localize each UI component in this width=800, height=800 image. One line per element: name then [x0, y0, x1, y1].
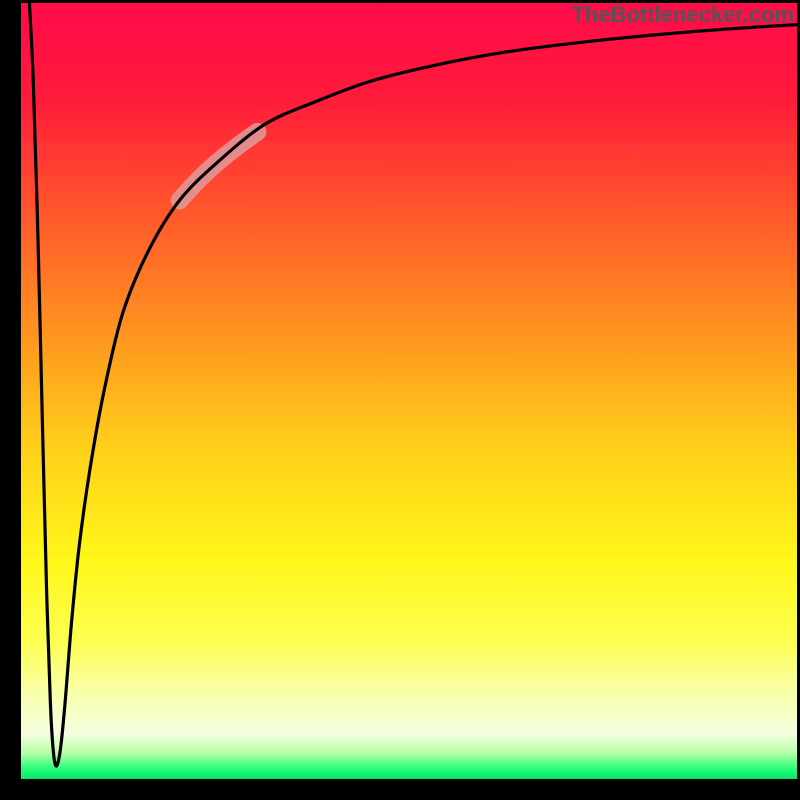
- plot-background: [20, 2, 798, 780]
- bottleneck-chart: TheBottlenecker.com: [0, 0, 800, 800]
- chart-svg: [0, 0, 800, 800]
- watermark-text: TheBottlenecker.com: [571, 2, 794, 28]
